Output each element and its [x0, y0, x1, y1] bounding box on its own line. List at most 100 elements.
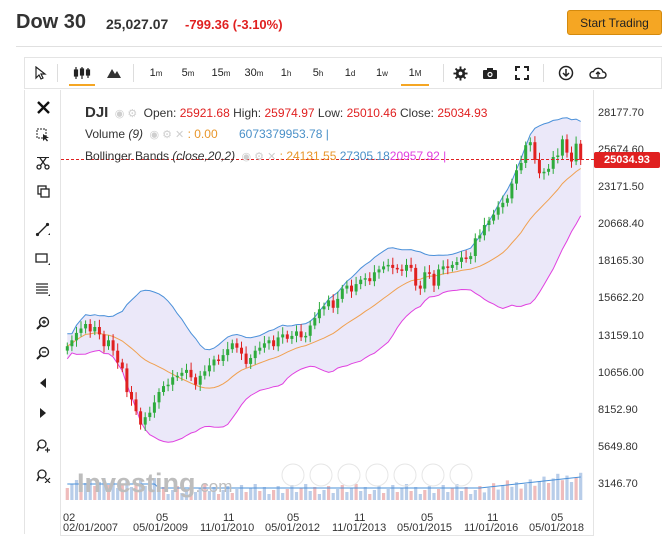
volume-bar — [203, 484, 207, 500]
camera-icon[interactable] — [477, 58, 503, 88]
volume-bar — [542, 476, 546, 500]
zoom-in-icon[interactable] — [29, 312, 57, 334]
candle-body — [482, 225, 486, 236]
volume-bar — [143, 486, 147, 500]
legend-close: 25034.93 — [437, 106, 488, 120]
volume-bar — [551, 478, 555, 500]
candle-body — [130, 392, 133, 400]
select-cursor-icon[interactable] — [29, 124, 57, 146]
volume-bar — [505, 480, 509, 500]
fullscreen-icon[interactable] — [509, 58, 535, 88]
candle-body — [221, 355, 225, 361]
price-chart[interactable] — [61, 90, 595, 536]
load-chart-icon[interactable] — [553, 58, 579, 88]
volume-bar — [345, 492, 349, 500]
area-type-icon[interactable] — [101, 58, 127, 88]
cursor-icon[interactable] — [27, 58, 53, 88]
rectangle-icon[interactable] — [29, 248, 57, 270]
candle-body — [501, 202, 505, 208]
ohlc-legend: DJI ◉ ⚙ Open: 25921.68 High: 25974.97 Lo… — [85, 104, 488, 121]
volume-bar — [349, 488, 354, 500]
interval-30m[interactable]: 30 m — [244, 67, 264, 79]
candle-body — [166, 384, 170, 387]
volume-bar — [441, 485, 445, 500]
scroll-left-icon[interactable] — [29, 372, 57, 394]
volume-bar — [97, 482, 101, 500]
candle-body — [409, 264, 413, 268]
candle-body — [304, 335, 308, 338]
volume-bar — [106, 485, 111, 500]
candle-body — [162, 386, 165, 392]
close-icon[interactable] — [29, 96, 57, 118]
time-tick: 02 — [63, 512, 76, 524]
candle-body — [427, 272, 431, 274]
volume-bar — [139, 479, 143, 500]
trend-line-icon[interactable] — [29, 218, 57, 240]
volume-bar — [253, 484, 257, 500]
zoom-out-icon[interactable] — [29, 342, 57, 364]
candle-body — [496, 207, 500, 215]
candle-body — [556, 155, 560, 157]
save-chart-icon[interactable] — [585, 58, 611, 88]
volume-bar — [65, 488, 69, 500]
time-tick: 11 — [354, 512, 366, 524]
candle-body — [134, 399, 138, 412]
candle-body — [120, 362, 124, 369]
interval-15m[interactable]: 15 m — [211, 67, 231, 79]
candle-body — [102, 334, 106, 347]
volume-bar — [184, 489, 189, 500]
candle-body — [217, 359, 221, 361]
candle-body — [290, 335, 294, 339]
scroll-right-icon[interactable] — [29, 402, 57, 424]
bollinger-settings-icon[interactable]: ◉ ⚙ ✕ — [238, 151, 277, 163]
start-trading-button[interactable]: Start Trading — [567, 10, 662, 35]
candle-body — [152, 402, 156, 413]
time-tick: 05 — [421, 512, 434, 524]
fibonacci-icon[interactable] — [29, 278, 57, 300]
price-tick: 15662.20 — [598, 292, 644, 304]
copy-icon[interactable] — [29, 180, 57, 202]
candle-body — [226, 349, 230, 356]
candle-body — [423, 272, 427, 289]
candle-body — [84, 324, 88, 329]
scissors-icon[interactable] — [29, 152, 57, 174]
volume-bar — [294, 492, 299, 500]
candle-body — [400, 269, 404, 271]
volume-bar — [281, 493, 285, 500]
volume-bar — [414, 487, 418, 500]
candle-body — [464, 257, 468, 259]
bollinger-band-fill — [67, 117, 581, 443]
eye-icon[interactable]: ◉ ⚙ — [111, 108, 141, 120]
measure-icon[interactable] — [29, 434, 57, 456]
volume-bar — [239, 485, 244, 500]
candle-body — [272, 340, 276, 347]
volume-bar — [469, 494, 473, 500]
price-tick: 28177.70 — [598, 107, 644, 119]
price-axis[interactable]: 28177.70 25674.60 23171.50 20668.40 1816… — [594, 90, 666, 520]
volume-bar — [162, 487, 166, 500]
candle-body — [565, 139, 569, 153]
chart-area[interactable]: DJI ◉ ⚙ Open: 25921.68 High: 25974.97 Lo… — [60, 90, 595, 536]
candlestick-type-icon[interactable] — [67, 58, 97, 88]
volume-bar — [134, 483, 138, 500]
magnet-icon[interactable] — [29, 464, 57, 486]
indicator-settings-icon[interactable]: ◉ ⚙ ✕ — [146, 129, 185, 141]
price-tick: 3146.70 — [598, 478, 638, 490]
candle-body — [478, 235, 482, 239]
candle-body — [240, 347, 243, 354]
candle-body — [74, 332, 78, 341]
candle-body — [537, 160, 541, 174]
price-change: -799.36 (-3.10%) — [185, 17, 283, 32]
volume-bar — [579, 472, 583, 500]
candle-body — [65, 346, 69, 351]
settings-gear-icon[interactable] — [447, 58, 473, 88]
volume-bar — [377, 486, 381, 500]
candle-body — [570, 152, 573, 162]
